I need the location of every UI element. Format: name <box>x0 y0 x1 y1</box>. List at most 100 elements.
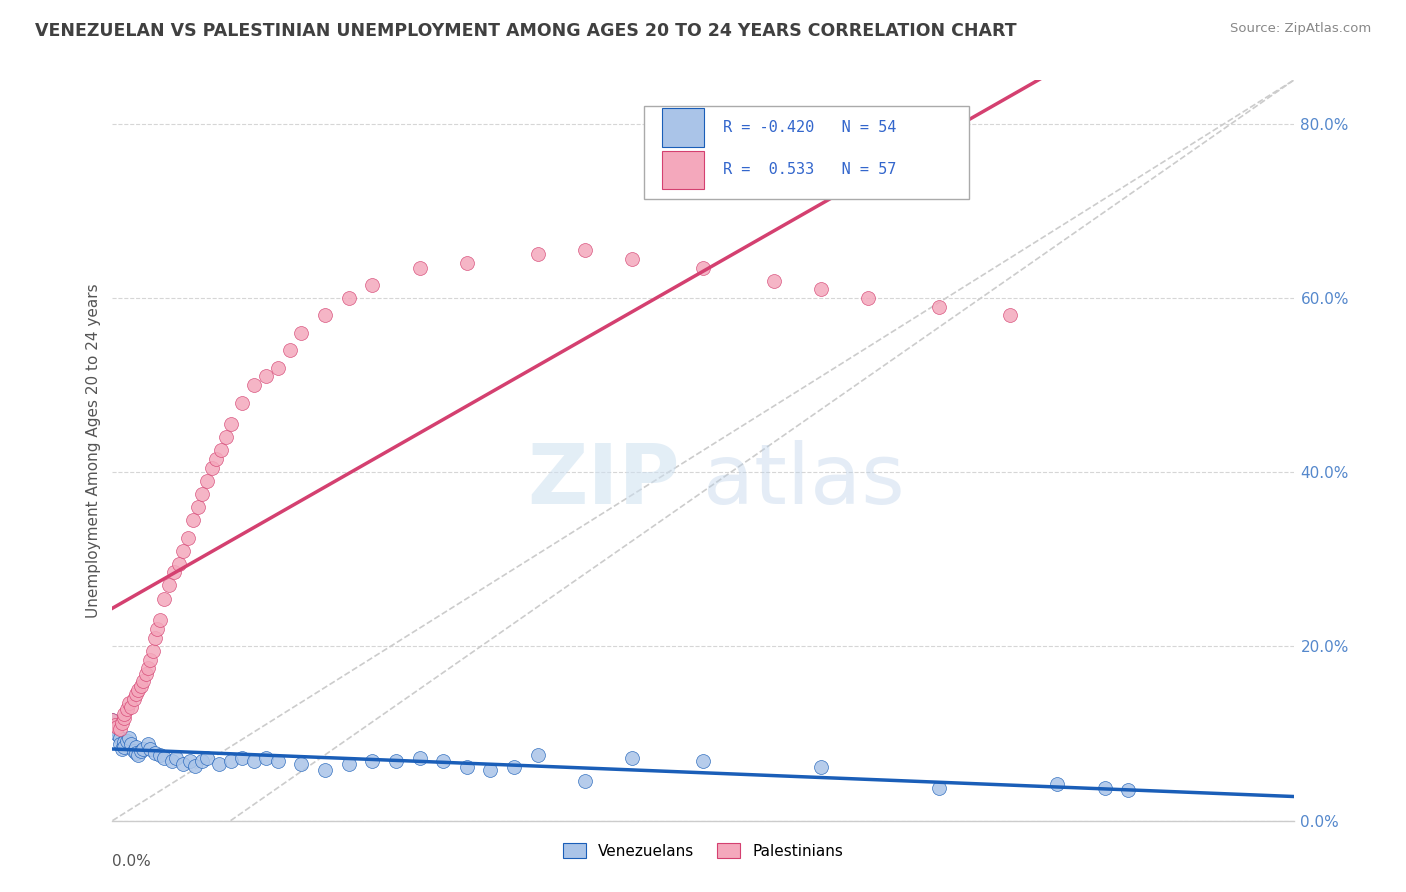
Point <box>142 644 165 658</box>
Point <box>191 487 214 501</box>
Point <box>621 751 644 765</box>
Point <box>201 461 224 475</box>
Text: ZIP: ZIP <box>527 440 679 521</box>
Point <box>112 735 135 749</box>
Point <box>167 557 190 571</box>
Point <box>361 755 384 769</box>
Point <box>105 726 128 740</box>
Point <box>172 757 194 772</box>
Point <box>179 755 201 769</box>
Point <box>858 291 880 305</box>
Point <box>172 543 194 558</box>
Point <box>219 417 242 432</box>
Point <box>231 751 253 765</box>
Point <box>105 720 128 734</box>
Point <box>243 755 266 769</box>
Point <box>136 661 159 675</box>
Point <box>290 326 312 340</box>
Point <box>165 751 187 765</box>
Point <box>408 751 430 765</box>
Point <box>120 700 142 714</box>
Point <box>118 731 141 745</box>
Point <box>136 737 159 751</box>
Point <box>108 722 131 736</box>
Point <box>208 757 231 772</box>
Point <box>337 757 360 772</box>
Point <box>143 746 166 760</box>
Point <box>111 742 134 756</box>
Point <box>177 531 200 545</box>
Point <box>314 763 336 777</box>
Point <box>337 291 360 305</box>
Point <box>153 751 176 765</box>
FancyBboxPatch shape <box>644 106 969 199</box>
Point <box>219 755 242 769</box>
Point <box>127 748 149 763</box>
Legend: Venezuelans, Palestinians: Venezuelans, Palestinians <box>557 837 849 865</box>
Point <box>143 631 166 645</box>
Point <box>810 759 832 773</box>
Point <box>290 757 312 772</box>
Point <box>205 452 228 467</box>
Point <box>432 755 454 769</box>
Point <box>278 343 301 358</box>
Point <box>456 759 478 773</box>
Point <box>104 722 127 736</box>
Text: Source: ZipAtlas.com: Source: ZipAtlas.com <box>1230 22 1371 36</box>
Point <box>127 683 149 698</box>
Point <box>574 243 596 257</box>
Y-axis label: Unemployment Among Ages 20 to 24 years: Unemployment Among Ages 20 to 24 years <box>86 283 101 618</box>
Point <box>1094 780 1116 795</box>
Point <box>129 744 152 758</box>
Point <box>254 369 277 384</box>
Point <box>314 309 336 323</box>
Point <box>132 742 155 756</box>
Point <box>139 652 162 666</box>
Point <box>186 500 208 514</box>
Point <box>135 667 157 681</box>
Text: VENEZUELAN VS PALESTINIAN UNEMPLOYMENT AMONG AGES 20 TO 24 YEARS CORRELATION CHA: VENEZUELAN VS PALESTINIAN UNEMPLOYMENT A… <box>35 22 1017 40</box>
Point <box>112 707 135 722</box>
Point <box>215 430 238 444</box>
Point <box>243 378 266 392</box>
Point <box>160 755 183 769</box>
Point <box>456 256 478 270</box>
Point <box>184 758 207 772</box>
Point <box>125 746 148 760</box>
Point <box>115 733 138 747</box>
Point <box>108 731 131 745</box>
Point <box>503 759 526 773</box>
Point <box>181 513 204 527</box>
Point <box>526 748 548 763</box>
Point <box>267 755 290 769</box>
Text: R = -0.420   N = 54: R = -0.420 N = 54 <box>723 120 897 135</box>
Point <box>101 714 124 728</box>
Point <box>108 737 131 751</box>
Point <box>526 247 548 261</box>
Point <box>125 739 148 754</box>
Point <box>574 774 596 789</box>
Point <box>112 739 135 754</box>
Point <box>1116 783 1139 797</box>
Point <box>104 718 127 732</box>
Point <box>408 260 430 275</box>
Text: R =  0.533   N = 57: R = 0.533 N = 57 <box>723 162 897 178</box>
Point <box>157 578 180 592</box>
Point <box>385 755 408 769</box>
Point <box>1046 777 1069 791</box>
Point <box>209 443 232 458</box>
Point <box>146 622 169 636</box>
Point <box>479 763 502 777</box>
Point <box>267 360 290 375</box>
Point <box>621 252 644 266</box>
Point <box>149 613 172 627</box>
Point <box>112 711 135 725</box>
Point <box>153 591 176 606</box>
Point <box>195 751 218 765</box>
Point <box>254 751 277 765</box>
Point <box>191 755 214 769</box>
FancyBboxPatch shape <box>662 108 704 146</box>
Text: atlas: atlas <box>703 440 904 521</box>
Point <box>163 566 186 580</box>
FancyBboxPatch shape <box>662 151 704 189</box>
